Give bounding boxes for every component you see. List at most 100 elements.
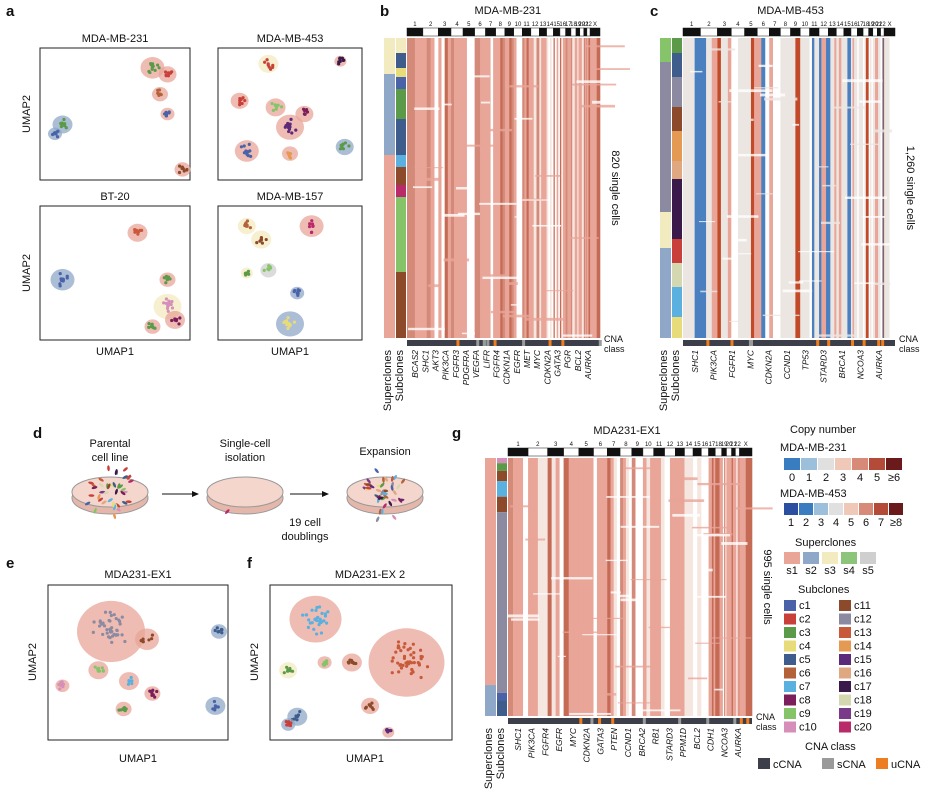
heatmap-streak — [738, 118, 754, 121]
cell-dot — [302, 107, 306, 111]
heatmap-streak — [600, 693, 617, 696]
chromosome-label: 10 — [645, 442, 652, 448]
cell-dot — [286, 668, 290, 672]
axis-label: UMAP2 — [249, 643, 261, 681]
chromosome-label: X — [593, 22, 597, 28]
gene-label: PIK3CA — [527, 728, 537, 759]
heatmap-block — [724, 458, 726, 716]
chromosome-bar — [474, 27, 486, 37]
chromosome-bar — [642, 447, 654, 457]
heatmap-block — [454, 38, 458, 338]
heatmap-block — [744, 38, 749, 338]
chromosome-bar — [513, 27, 523, 37]
subclone-bar — [396, 155, 406, 167]
gene-label: SHC1 — [513, 728, 523, 751]
cell-dot — [110, 634, 115, 638]
heatmap-title: MDA-MB-453 — [757, 5, 824, 17]
cell-dot — [301, 613, 305, 617]
plot-frame — [39, 205, 191, 341]
cell — [378, 508, 382, 515]
cell-dot — [120, 633, 124, 637]
cell — [392, 489, 397, 495]
step-label: cell line — [92, 452, 129, 464]
subclone-bar — [497, 481, 507, 497]
cell — [112, 482, 117, 488]
heatmap-block — [838, 38, 842, 338]
heatmap-streak — [692, 526, 729, 529]
heatmap-block — [450, 38, 455, 338]
cell-dot — [92, 620, 96, 624]
chromosome-label: 17 — [565, 22, 572, 28]
heatmap-streak — [782, 289, 813, 293]
heatmap-streak — [510, 505, 530, 508]
heatmap-streak — [482, 276, 520, 280]
cell-dot — [156, 63, 160, 67]
heatmap-block — [737, 38, 745, 338]
heatmap-streak — [721, 542, 748, 545]
chromosome-bar — [563, 447, 580, 457]
cell-dot — [178, 316, 182, 320]
heatmap-block — [516, 38, 520, 338]
legend-swatch — [852, 458, 868, 470]
row-label: Superclones — [483, 728, 495, 790]
chromosome-label: 1 — [516, 442, 520, 448]
cell — [117, 484, 124, 489]
chromosome-bar — [701, 447, 709, 457]
cell — [97, 493, 101, 500]
heatmap-streak — [569, 712, 612, 715]
chromosome-bar — [809, 27, 820, 37]
cell-dot — [58, 284, 62, 288]
heatmap-block — [739, 458, 743, 716]
chromosome-label: 2 — [707, 22, 711, 28]
cna-segment — [456, 340, 460, 346]
legend-swatch — [822, 758, 834, 769]
row-label: Subclones — [495, 728, 507, 780]
legend-swatch — [799, 503, 813, 515]
heatmap-block — [694, 38, 701, 338]
heatmap-block — [852, 38, 855, 338]
chromosome-label: 22 — [585, 22, 592, 28]
cell-dot — [150, 323, 154, 327]
heatmap-block — [855, 38, 858, 338]
cell-dot — [391, 656, 395, 660]
cell-dot — [288, 152, 292, 156]
cell-dot — [242, 144, 246, 148]
heatmap-streak — [579, 104, 615, 108]
heatmap-block — [508, 458, 514, 716]
chromosome-bar — [868, 27, 874, 37]
chromosome-label: 19 — [575, 22, 582, 28]
subclone-bar — [396, 197, 406, 272]
heatmap-streak — [700, 290, 718, 293]
chromosome-label: 22 — [734, 442, 741, 448]
cna-label: class — [604, 344, 625, 354]
legend-swatch — [784, 694, 796, 706]
cell-dot — [317, 623, 321, 627]
heatmap-streak — [890, 291, 903, 295]
legend-swatch — [784, 681, 796, 692]
chromosome-label: 8 — [624, 442, 628, 448]
cell-dot — [170, 318, 174, 323]
chromosome-bar — [422, 27, 439, 37]
heatmap-block — [526, 38, 529, 338]
chromosome-label: 14 — [837, 22, 844, 28]
heatmap-streak — [618, 594, 632, 598]
cell-dot — [249, 154, 253, 159]
cell — [375, 516, 380, 523]
cell-dot — [267, 65, 271, 69]
heatmap-streak — [874, 129, 893, 133]
legend-title: CNA class — [805, 741, 856, 753]
heatmap-block — [561, 38, 564, 338]
heatmap-streak — [525, 317, 565, 321]
chromosome-bar — [715, 447, 722, 457]
cell-dot — [287, 129, 291, 134]
cell-dot — [239, 145, 244, 149]
heatmap-block — [441, 38, 445, 338]
cell — [122, 467, 128, 472]
heatmap-streak — [697, 482, 741, 486]
legend-swatch — [839, 654, 851, 665]
cna-segment — [678, 718, 682, 724]
cell-dot — [319, 631, 324, 635]
heatmap-block — [843, 38, 848, 338]
chromosome-bar — [579, 27, 585, 37]
heatmap-block — [500, 38, 503, 338]
